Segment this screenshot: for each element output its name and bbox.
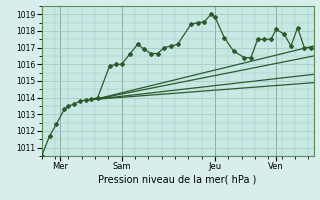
- X-axis label: Pression niveau de la mer( hPa ): Pression niveau de la mer( hPa ): [99, 174, 257, 184]
